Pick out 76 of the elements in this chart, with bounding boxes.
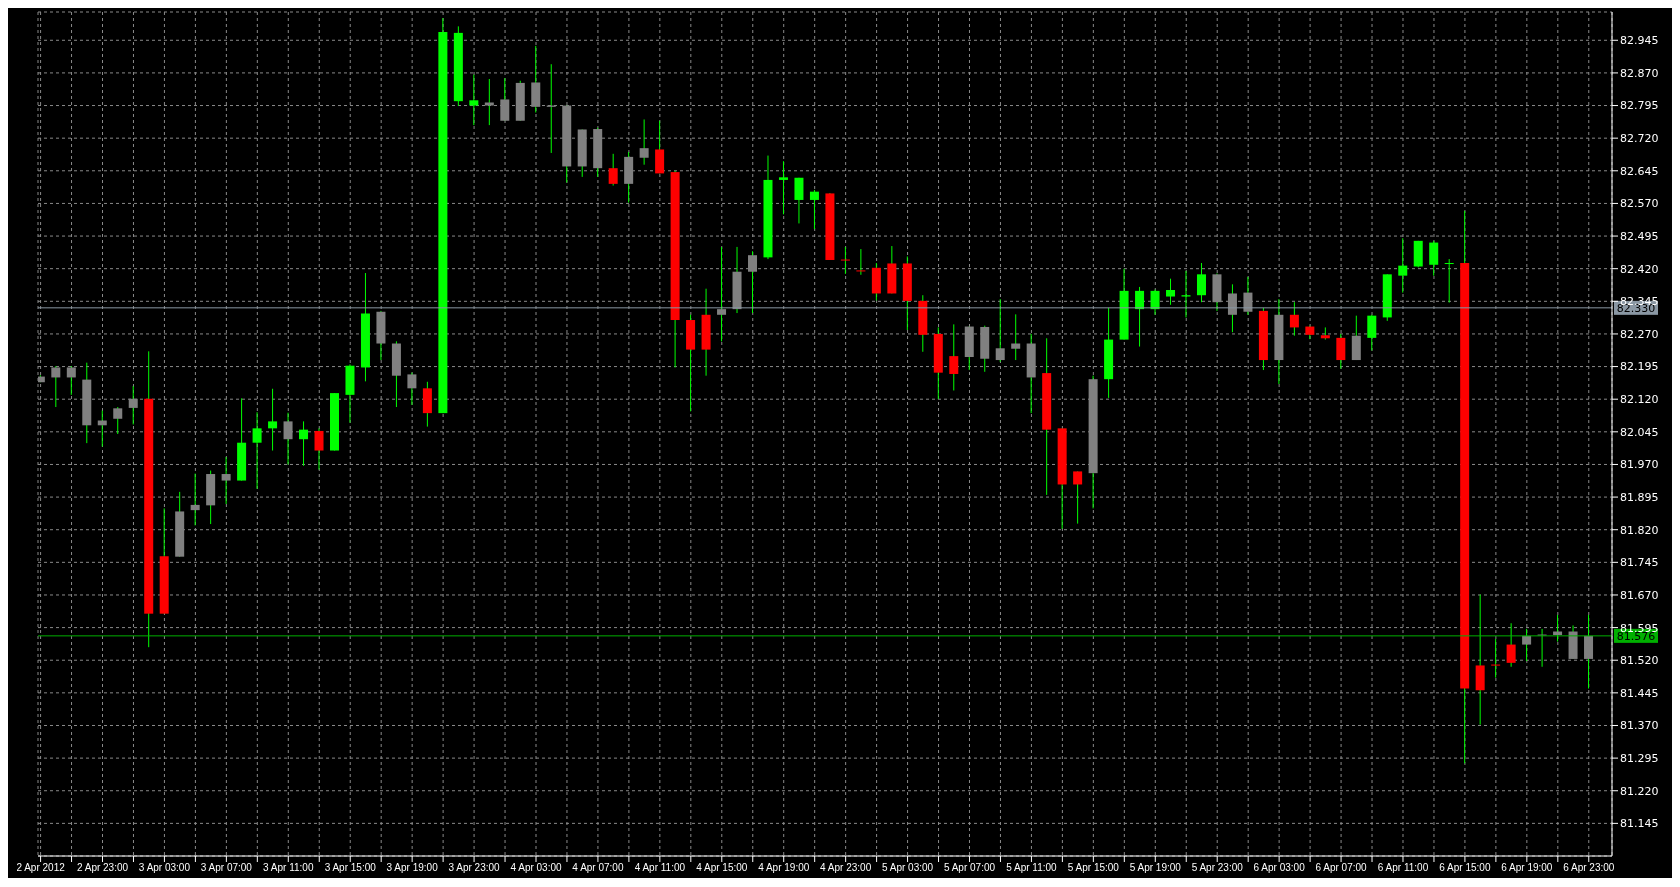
candlestick [1135, 286, 1145, 348]
x-tick-label: 5 Apr 07:00 [943, 862, 996, 874]
y-tick-label: 82.495 [1620, 229, 1659, 243]
candlestick [268, 388, 278, 452]
candlestick [252, 411, 262, 490]
candlestick [794, 177, 804, 224]
y-tick-label: 81.670 [1620, 588, 1659, 602]
y-tick-label: 82.270 [1620, 327, 1659, 341]
candlestick [1491, 638, 1501, 679]
x-tick-label: 6 Apr 03:00 [1253, 862, 1306, 874]
x-tick-label: 3 Apr 23:00 [448, 862, 501, 874]
x-tick-label: 6 Apr 11:00 [1377, 862, 1429, 874]
candlestick [840, 246, 850, 275]
x-tick-label: 6 Apr 23:00 [1563, 862, 1615, 874]
y-tick-label: 82.570 [1620, 197, 1659, 211]
x-tick-label: 3 Apr 15:00 [324, 862, 377, 874]
x-tick-label: 4 Apr 03:00 [510, 862, 563, 874]
x-tick-label: 4 Apr 15:00 [696, 862, 748, 874]
candlestick [949, 323, 959, 391]
candlestick [314, 427, 324, 471]
candlestick [1289, 301, 1299, 337]
candlestick [469, 74, 479, 126]
candlestick [1181, 270, 1191, 318]
candlestick [299, 420, 309, 467]
y-tick-label: 82.195 [1620, 360, 1659, 374]
x-tick-label: 4 Apr 07:00 [572, 862, 624, 874]
y-tick-label: 82.120 [1620, 393, 1659, 407]
candlestick [856, 248, 866, 276]
y-tick-label: 82.720 [1620, 132, 1659, 146]
x-tick-label: 3 Apr 11:00 [263, 862, 314, 874]
candlestick [809, 189, 819, 230]
candlestick [1336, 333, 1346, 370]
x-tick-label: 6 Apr 07:00 [1315, 862, 1368, 874]
x-tick-label: 6 Apr 19:00 [1501, 862, 1553, 874]
x-tick-label: 5 Apr 15:00 [1067, 862, 1120, 874]
y-tick-label: 81.370 [1620, 719, 1659, 733]
y-tick-label: 81.445 [1620, 686, 1659, 700]
candlestick [1196, 262, 1206, 303]
candlestick [608, 153, 618, 187]
y-tick-label: 82.945 [1620, 34, 1659, 48]
x-tick-label: 3 Apr 19:00 [386, 862, 439, 874]
candlestick [1506, 622, 1516, 668]
x-tick-label: 5 Apr 23:00 [1191, 862, 1244, 874]
y-tick-label: 81.520 [1620, 654, 1659, 668]
x-tick-label: 5 Apr 19:00 [1129, 862, 1182, 874]
x-tick-label: 2 Apr 2012 [16, 862, 66, 874]
y-tick-label: 81.220 [1620, 784, 1659, 798]
candlestick [1367, 314, 1377, 351]
candlestick [1429, 240, 1439, 277]
y-tick-label: 82.870 [1620, 66, 1659, 80]
x-tick-label: 4 Apr 11:00 [634, 862, 686, 874]
x-tick-label: 5 Apr 03:00 [881, 862, 934, 874]
x-tick-label: 4 Apr 23:00 [820, 862, 872, 874]
y-tick-label: 82.045 [1620, 425, 1659, 439]
y-tick-label: 81.820 [1620, 523, 1659, 537]
x-tick-label: 6 Apr 15:00 [1439, 862, 1491, 874]
candlestick [1150, 289, 1160, 316]
y-tick-label: 82.420 [1620, 262, 1659, 276]
candlestick [778, 160, 788, 215]
candlestick [1444, 258, 1454, 304]
x-tick-label: 5 Apr 11:00 [1006, 862, 1058, 874]
candlestick [1166, 278, 1176, 306]
candlestick [1398, 237, 1408, 294]
y-tick-label: 82.645 [1620, 164, 1659, 178]
x-tick-label: 3 Apr 07:00 [200, 862, 253, 874]
x-tick-label: 4 Apr 19:00 [758, 862, 810, 874]
y-tick-label: 81.295 [1620, 752, 1659, 766]
y-tick-label: 81.745 [1620, 556, 1659, 570]
x-tick-label: 3 Apr 03:00 [138, 862, 191, 874]
y-tick-label: 81.970 [1620, 458, 1659, 472]
candlestick [655, 120, 665, 174]
y-tick-label: 82.795 [1620, 99, 1659, 113]
x-tick-label: 2 Apr 23:00 [76, 862, 129, 874]
y-tick-label: 81.895 [1620, 490, 1659, 504]
y-tick-label: 81.145 [1620, 817, 1659, 831]
candlestick [1073, 470, 1083, 525]
